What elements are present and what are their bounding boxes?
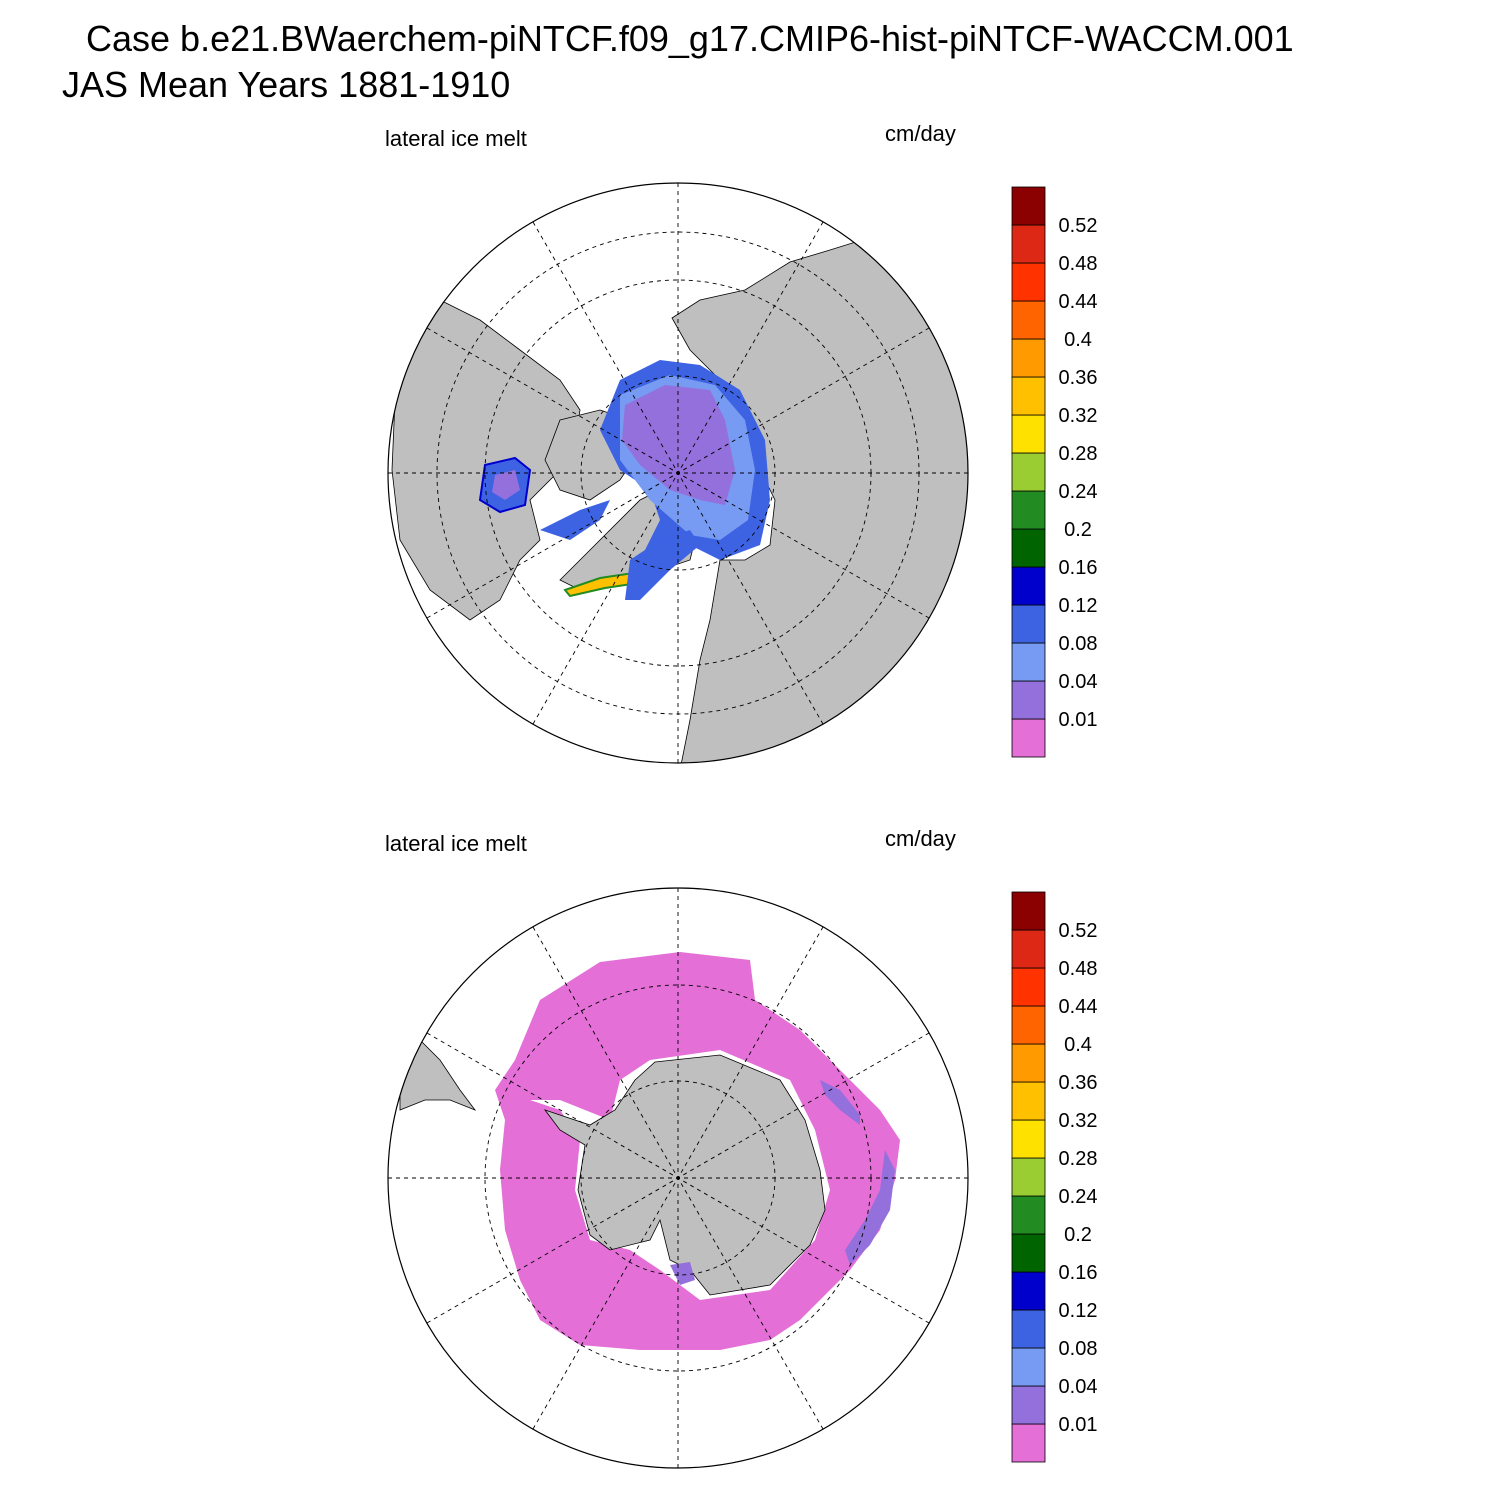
south-colorbar-box-6 xyxy=(1011,1195,1046,1235)
south-colorbar-label: 0.08 xyxy=(1059,1338,1098,1360)
north-colorbar-box-9 xyxy=(1011,376,1046,416)
south-colorbar-label: 0.52 xyxy=(1059,920,1098,942)
north-colorbar-box-2 xyxy=(1011,642,1046,682)
north-colorbar-label: 0.24 xyxy=(1059,481,1098,503)
south-colorbar-box-7 xyxy=(1011,1157,1046,1197)
south-colorbar-box-14 xyxy=(1011,891,1046,931)
south-colorbar-box-13 xyxy=(1011,929,1046,969)
north-colorbar-label: 0.08 xyxy=(1059,633,1098,655)
south-polar-map: 0.01 0.04 0.08 0.12 0.16 0.2 0.24 0.28 0.32 0.36 0… xyxy=(387,887,1098,1469)
north-ice-band-0.01 xyxy=(622,385,735,505)
south-colorbar-box-1 xyxy=(1011,1385,1046,1425)
north-colorbar-label: 0.01 xyxy=(1059,709,1098,731)
south-colorbar-label: 0.12 xyxy=(1059,1300,1098,1322)
north-colorbar-box-6 xyxy=(1011,490,1046,530)
north-colorbar-box-7 xyxy=(1011,452,1046,492)
south-colorbar-label: 0.24 xyxy=(1059,1186,1098,1208)
south-ice-patch-0.04-indian xyxy=(845,1150,895,1265)
north-colorbar-box-0 xyxy=(1011,718,1046,758)
south-colorbar-box-10 xyxy=(1011,1043,1046,1083)
south-graticule xyxy=(388,888,968,1468)
south-colorbar-label: 0.32 xyxy=(1059,1110,1098,1132)
panel-south-variable-label: lateral ice melt xyxy=(385,831,527,856)
north-colorbar-box-5 xyxy=(1011,528,1046,568)
north-greenland-east-ice xyxy=(625,530,700,600)
north-colorbar-box-14 xyxy=(1011,186,1046,226)
south-colorbar-label: 0.28 xyxy=(1059,1148,1098,1170)
south-colorbar-box-8 xyxy=(1011,1119,1046,1159)
north-colorbar-label: 0.16 xyxy=(1059,557,1098,579)
south-colorbar: 0.01 0.04 0.08 0.12 0.16 0.2 0.24 0.28 0.32 0.36 0… xyxy=(1011,891,1098,1463)
south-colorbar-box-4 xyxy=(1011,1271,1046,1311)
north-hudson-ice-inner xyxy=(492,470,520,500)
south-ice-patch-0.04-ross xyxy=(670,1262,695,1285)
north-colorbar-box-1 xyxy=(1011,680,1046,720)
south-antarctica-land xyxy=(543,1054,826,1296)
south-colorbar-label: 0.2 xyxy=(1064,1224,1092,1246)
south-colorbar-box-11 xyxy=(1011,1005,1046,1045)
south-colorbar-box-12 xyxy=(1011,967,1046,1007)
case-title: Case b.e21.BWaerchem-piNTCF.f09_g17.CMIP… xyxy=(86,18,1294,59)
north-colorbar-label: 0.48 xyxy=(1059,253,1098,275)
south-colorbar-box-0 xyxy=(1011,1423,1046,1463)
north-baffin-ice xyxy=(540,500,610,540)
north-colorbar-box-4 xyxy=(1011,566,1046,606)
north-colorbar-box-11 xyxy=(1011,300,1046,340)
north-colorbar-box-13 xyxy=(1011,224,1046,264)
period-title: JAS Mean Years 1881-1910 xyxy=(62,64,511,105)
south-colorbar-label: 0.48 xyxy=(1059,958,1098,980)
panel-north-units-label: cm/day xyxy=(885,121,956,146)
north-colorbar-label: 0.4 xyxy=(1064,329,1092,351)
south-ice-ring-0.01 xyxy=(495,952,900,1350)
north-colorbar-box-8 xyxy=(1011,414,1046,454)
south-colorbar-box-2 xyxy=(1011,1347,1046,1387)
south-colorbar-label: 0.44 xyxy=(1059,996,1098,1018)
north-polar-map: 0.01 0.04 0.08 0.12 0.16 0.2 0.24 0.28 0.32 0.36 0… xyxy=(387,182,1098,764)
south-colorbar-box-3 xyxy=(1011,1309,1046,1349)
panel-north-variable-label: lateral ice melt xyxy=(385,126,527,151)
south-ice-patch-0.04-east xyxy=(820,1080,860,1125)
panel-south-units-label: cm/day xyxy=(885,826,956,851)
north-colorbar-box-12 xyxy=(1011,262,1046,302)
north-colorbar-label: 0.36 xyxy=(1059,367,1098,389)
north-graticule xyxy=(388,183,968,763)
north-colorbar-label: 0.12 xyxy=(1059,595,1098,617)
north-colorbar-label: 0.28 xyxy=(1059,443,1098,465)
north-colorbar-label: 0.2 xyxy=(1064,519,1092,541)
north-colorbar-box-10 xyxy=(1011,338,1046,378)
north-colorbar-label: 0.44 xyxy=(1059,291,1098,313)
south-colorbar-label: 0.04 xyxy=(1059,1376,1098,1398)
south-map-border xyxy=(387,887,969,1469)
north-colorbar-label: 0.04 xyxy=(1059,671,1098,693)
south-colorbar-label: 0.16 xyxy=(1059,1262,1098,1284)
south-america-land xyxy=(399,1039,477,1111)
south-colorbar-box-5 xyxy=(1011,1233,1046,1273)
south-colorbar-box-9 xyxy=(1011,1081,1046,1121)
south-colorbar-label: 0.4 xyxy=(1064,1034,1092,1056)
south-colorbar-label: 0.01 xyxy=(1059,1414,1098,1436)
north-colorbar-label: 0.32 xyxy=(1059,405,1098,427)
north-colorbar: 0.01 0.04 0.08 0.12 0.16 0.2 0.24 0.28 0.32 0.36 0… xyxy=(1011,186,1098,758)
south-colorbar-label: 0.36 xyxy=(1059,1072,1098,1094)
north-colorbar-label: 0.52 xyxy=(1059,215,1098,237)
north-map-border xyxy=(387,182,969,764)
north-colorbar-box-3 xyxy=(1011,604,1046,644)
